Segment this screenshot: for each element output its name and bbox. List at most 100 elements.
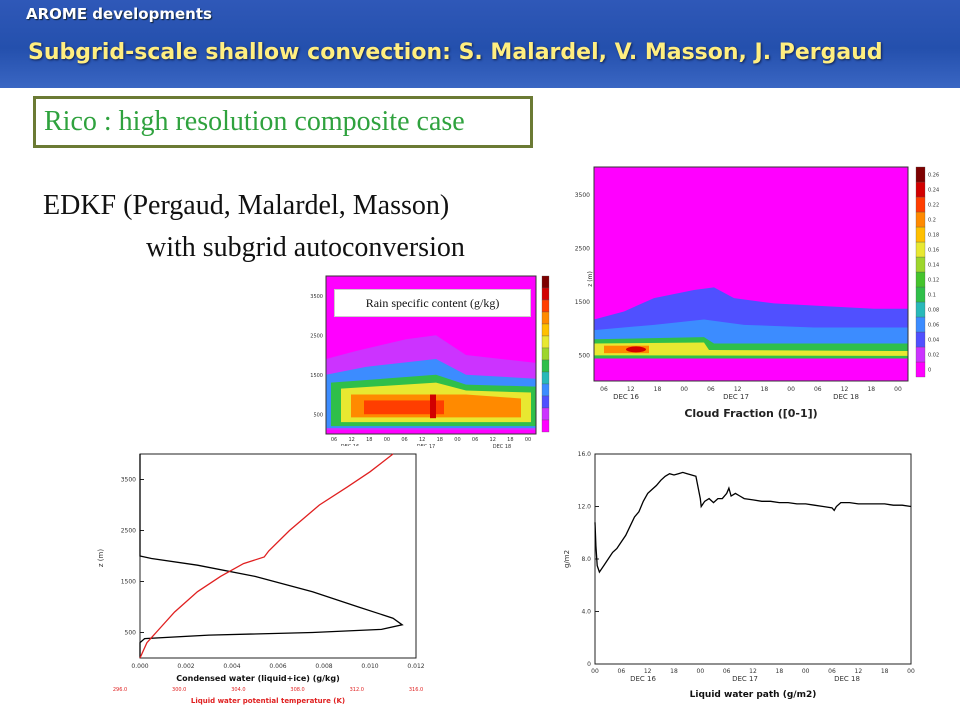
rain-colorbar-swatch: [541, 371, 550, 385]
rain-x-tick-label: 00: [454, 437, 460, 443]
lwp-x-tick-label: 00: [907, 668, 915, 675]
rain-colorbar-swatch: [541, 287, 550, 301]
cf-colorbar-label: 0.16: [928, 248, 939, 254]
cf-x-tick-label: 00: [894, 386, 902, 393]
cf-colorbar-label: 0.22: [928, 203, 939, 209]
cf-colorbar-swatch: [915, 181, 926, 198]
rain-colorbar-swatch: [541, 335, 550, 349]
profile-y-axis-label: z (m): [97, 549, 105, 567]
theta-l-line: [139, 453, 394, 659]
cf-colorbar-label: 0.26: [928, 173, 939, 179]
profile-y-tick-label: 2500: [121, 528, 136, 535]
cf-x-tick-label: 00: [680, 386, 688, 393]
rain-x-tick-label: 00: [384, 437, 390, 443]
cf-colorbar-swatch: [915, 196, 926, 213]
scheme-line-2: with subgrid autoconversion: [146, 232, 465, 263]
lwp-line: [594, 471, 912, 574]
cf-x-tick-label: 00: [787, 386, 795, 393]
lwp-x-tick-label: 12: [749, 668, 757, 675]
lwp-x-tick-label: 18: [881, 668, 889, 675]
cf-colorbar-swatch: [915, 301, 926, 318]
cf-colorbar-label: 0.24: [928, 188, 939, 194]
cf-x-tick-label: 06: [814, 386, 822, 393]
cf-x-tick-label: 12: [627, 386, 635, 393]
case-title-box: Rico : high resolution composite case: [33, 96, 533, 148]
profile-x2-tick-label: 300.0: [172, 687, 186, 693]
rain-x-tick-label: 18: [366, 437, 372, 443]
rain-y-tick-label: 1500: [310, 373, 323, 379]
cf-colorbar-label: 0.02: [928, 353, 939, 359]
profile-y-tick-label: 3500: [121, 477, 136, 484]
rain-colorbar-swatch: [541, 359, 550, 373]
rain-chart-title: Rain specific content (g/kg): [334, 289, 531, 317]
cf-date-label: DEC 17: [723, 393, 749, 401]
profile-x-tick-label: 0.012: [407, 663, 424, 670]
rain-date-label: DEC 18: [493, 444, 511, 450]
cf-colorbar-swatch: [915, 286, 926, 303]
profile-y-tick-label: 500: [125, 630, 137, 637]
rain-colorbar-swatch: [541, 275, 550, 289]
condensed-water-line: [139, 454, 404, 658]
cf-date-label: DEC 18: [833, 393, 859, 401]
rain-region-max: [430, 394, 436, 419]
cf-x-tick-label: 18: [761, 386, 769, 393]
rain-colorbar-swatch: [541, 407, 550, 421]
cf-colorbar-swatch: [915, 271, 926, 288]
lwp-x-tick-label: 00: [591, 668, 599, 675]
rain-x-tick-label: 12: [419, 437, 425, 443]
profile-x2-axis-label: Liquid water potential temperature (K): [191, 697, 345, 705]
cf-y-tick-label: 2500: [575, 245, 590, 252]
cf-colorbar-swatch: [915, 166, 926, 183]
lwp-chart: 0 4.0 8.0 12.0 16.0 g/m2 00 06 12 18 00 06 12 18 00 06 1…: [555, 446, 935, 708]
lwp-x-tick-label: 18: [670, 668, 678, 675]
section-title: AROME developments: [26, 5, 212, 23]
rain-colorbar-swatch: [541, 311, 550, 325]
profile-x-tick-label: 0.010: [361, 663, 378, 670]
lwp-axes-frame: [594, 453, 912, 665]
cf-colorbar-swatch: [915, 256, 926, 273]
scheme-line-1: EDKF (Pergaud, Malardel, Masson): [43, 190, 450, 221]
profile-x2-tick-label: 312.0: [350, 687, 364, 693]
lwp-x-tick-label: 00: [697, 668, 705, 675]
cf-x-tick-label: 06: [600, 386, 608, 393]
rain-y-tick-label: 500: [313, 412, 323, 418]
cf-region-yellow: [594, 342, 908, 356]
cf-date-label: DEC 16: [613, 393, 639, 401]
profile-x2-tick-label: 308.0: [290, 687, 304, 693]
cf-colorbar-label: 0: [928, 368, 931, 374]
lwp-x-tick-label: 06: [723, 668, 731, 675]
lwp-y-tick-label: 0: [587, 661, 591, 668]
rain-x-tick-label: 06: [472, 437, 478, 443]
cf-colorbar-swatch: [915, 241, 926, 258]
cf-colorbar-swatch: [915, 361, 926, 378]
cf-x-tick-label: 18: [654, 386, 662, 393]
cf-x-tick-label: 12: [734, 386, 742, 393]
rain-x-tick-label: 00: [525, 437, 531, 443]
profile-x-tick-label: 0.002: [177, 663, 194, 670]
rain-x-tick-label: 06: [331, 437, 337, 443]
slide-title: Subgrid-scale shallow convection: S. Mal…: [28, 40, 883, 65]
rain-region-6: [364, 400, 444, 415]
rain-y-tick-label: 2500: [310, 333, 323, 339]
cf-y-tick-label: 1500: [575, 299, 590, 306]
rain-x-tick-label: 12: [348, 437, 354, 443]
cf-y-tick-label: 3500: [575, 192, 590, 199]
lwp-date-label: DEC 17: [732, 675, 758, 683]
cf-x-tick-label: 06: [707, 386, 715, 393]
rain-colorbar-swatch: [541, 299, 550, 313]
rain-x-tick-label: 12: [490, 437, 496, 443]
rain-x-tick-label: 06: [401, 437, 407, 443]
cf-y-axis-label: z (m): [587, 271, 594, 287]
profile-x-tick-label: 0.006: [269, 663, 286, 670]
cf-colorbar-label: 0.14: [928, 263, 939, 269]
rain-x-tick-label: 18: [507, 437, 513, 443]
cloud-fraction-chart: 500 1500 2500 3500 z (m) 06 12 18 00 06 12 18 00 06 12…: [560, 160, 955, 422]
cf-colorbar-label: 0.12: [928, 278, 939, 284]
rain-axes-frame: [325, 275, 537, 435]
cf-x-tick-label: 12: [841, 386, 849, 393]
cf-colorbar-label: 0.04: [928, 338, 939, 344]
cf-colorbar-label: 0.08: [928, 308, 939, 314]
lwp-x-tick-label: 06: [828, 668, 836, 675]
rain-colorbar-swatch: [541, 395, 550, 409]
rain-y-tick-label: 3500: [310, 294, 323, 300]
